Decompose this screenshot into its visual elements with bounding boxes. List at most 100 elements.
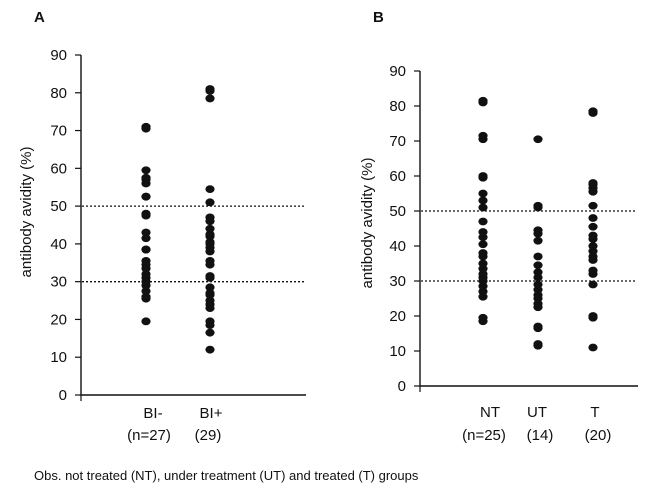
- panel-a-data-point: [205, 256, 215, 265]
- panel-b-y-tick-label: 70: [389, 133, 406, 150]
- panel-a-data-point: [205, 296, 215, 305]
- panel-b-data-point: [588, 312, 598, 320]
- panel-b-data-point: [478, 189, 488, 198]
- panel-a-data-point: [205, 85, 215, 93]
- panel-b-category-label: T: [590, 404, 599, 421]
- panel-b-category-sublabel: (20): [585, 427, 612, 444]
- panel-a-data-point: [141, 317, 151, 326]
- panel-a-data-point: [205, 224, 215, 233]
- panel-b-y-tick-label: 30: [389, 273, 406, 290]
- panel-a-data-point: [205, 238, 215, 246]
- panel-a-data-point: [141, 209, 151, 218]
- panel-b-data-point: [478, 259, 488, 268]
- panel-b-points: [478, 96, 598, 352]
- panel-b-data-point: [588, 201, 598, 210]
- panel-b-category-sublabel: (n=25): [462, 427, 506, 444]
- panel-a-category-label: BI-: [143, 405, 162, 422]
- panel-a-reference-lines: [82, 205, 305, 283]
- panel-b-data-point: [478, 96, 488, 105]
- panel-b-data-point: [478, 240, 488, 249]
- panel-b-data-point: [588, 107, 598, 116]
- panel-a-y-tick-label: 20: [50, 311, 67, 328]
- panel-b-data-point: [478, 131, 488, 140]
- panel-a-data-point: [141, 287, 151, 296]
- panel-a-data-point: [205, 283, 215, 292]
- panel-b-y-tick-label: 60: [389, 168, 406, 185]
- panel-a-points: [141, 85, 215, 354]
- panel-b-axes: [419, 71, 638, 392]
- panel-b-data-point: [533, 236, 543, 245]
- panel-a-data-point: [141, 256, 151, 265]
- panel-b-category-label: UT: [527, 404, 547, 421]
- panel-b-data-point: [533, 261, 543, 270]
- panel-a-data-point: [141, 234, 151, 243]
- panel-b-data-point: [533, 252, 543, 261]
- panel-a-data-point: [141, 122, 151, 131]
- panel-a-data-point: [205, 198, 215, 207]
- panel-b-data-point: [533, 322, 543, 331]
- panel-b-data-point: [478, 196, 488, 205]
- panel-a-data-point: [205, 317, 215, 326]
- panel-b-data-point: [588, 179, 598, 187]
- panel-a-letter: A: [34, 9, 45, 26]
- panel-a-y-tick-label: 30: [50, 274, 67, 291]
- panel-a-data-point: [141, 192, 151, 201]
- panel-a-data-point: [205, 185, 215, 194]
- panel-b-y-tick-label: 50: [389, 203, 406, 220]
- panel-b-data-point: [478, 203, 488, 212]
- panel-b-y-tick-label: 0: [398, 378, 406, 395]
- footnote: Obs. not treated (NT), under treatment (…: [34, 468, 419, 483]
- panel-a-category-sublabel: (n=27): [127, 427, 171, 444]
- panel-b-y-tick-label: 10: [389, 343, 406, 360]
- panel-a: A antibody avidity (%) 0 10 20 30 40 50 60 70 80…: [18, 9, 306, 444]
- panel-a-y-tick-label: 70: [50, 123, 67, 140]
- panel-a-data-point: [141, 270, 151, 279]
- panel-b-category-sublabel: (14): [527, 427, 554, 444]
- panel-a-y-axis-title: antibody avidity (%): [18, 147, 35, 278]
- panel-b-data-point: [588, 231, 598, 240]
- panel-a-data-point: [205, 230, 215, 239]
- panel-a-data-point: [141, 173, 151, 182]
- panel-a-y-tick-label: 0: [59, 387, 67, 404]
- panel-b-data-point: [478, 172, 488, 180]
- panel-a-data-point: [141, 292, 151, 301]
- panel-b-data-point: [588, 343, 598, 352]
- panel-b-data-point: [533, 226, 543, 235]
- panel-a-y-tick-label: 80: [50, 85, 67, 102]
- panel-b-y-axis-title: antibody avidity (%): [359, 158, 376, 289]
- panel-b-data-point: [533, 201, 543, 210]
- panel-b-y-tick-label: 90: [389, 63, 406, 80]
- panel-a-y-tick-label: 10: [50, 349, 67, 366]
- panel-b-letter: B: [373, 9, 384, 26]
- panel-b-data-point: [588, 222, 598, 231]
- panel-a-data-point: [205, 289, 215, 297]
- panel-b-data-point: [588, 214, 598, 222]
- panel-b-category-label: NT: [480, 404, 500, 421]
- panel-a-data-point: [205, 345, 215, 354]
- panel-b: B antibody avidity (%) 0 10 20 30 40 50 60 70 80…: [359, 9, 638, 444]
- panel-a-data-point: [205, 272, 215, 280]
- panel-b-data-point: [588, 280, 598, 289]
- panel-a-y-ticks: 0 10 20 30 40 50 60 70 80 90: [50, 47, 81, 404]
- panel-b-y-tick-label: 20: [389, 308, 406, 325]
- panel-a-data-point: [141, 245, 151, 254]
- panel-b-reference-lines: [421, 210, 636, 282]
- panel-a-category-label: BI+: [200, 405, 223, 422]
- panel-b-y-tick-label: 80: [389, 98, 406, 115]
- panel-a-data-point: [205, 328, 215, 337]
- panel-b-data-point: [533, 280, 543, 289]
- panel-b-data-point: [478, 217, 488, 226]
- panel-a-data-point: [141, 228, 151, 237]
- panel-b-data-point: [533, 135, 543, 144]
- panel-b-data-point: [478, 313, 488, 322]
- panel-a-data-point: [205, 213, 215, 222]
- panel-b-data-point: [478, 249, 488, 257]
- panel-b-data-point: [533, 268, 543, 277]
- panel-b-data-point: [588, 266, 598, 275]
- panel-a-axes: [80, 55, 306, 401]
- panel-b-data-point: [478, 228, 488, 236]
- panel-a-y-tick-label: 60: [50, 160, 67, 177]
- panel-a-y-tick-label: 40: [50, 236, 67, 253]
- panel-a-y-tick-label: 50: [50, 198, 67, 215]
